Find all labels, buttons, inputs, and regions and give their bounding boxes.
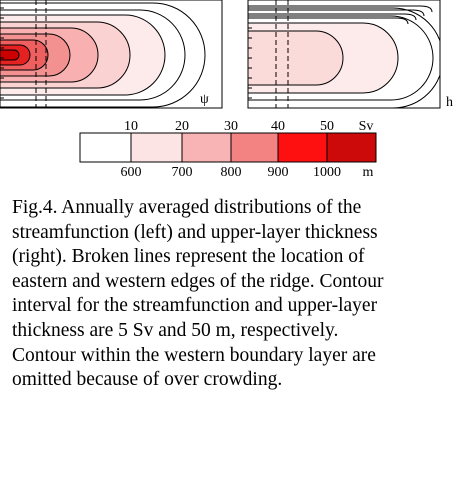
colorbar-label: 1000 (313, 165, 341, 180)
caption-line: Fig.4. Annually averaged distributions o… (12, 197, 362, 218)
caption-line: interval for the streamfunction and uppe… (12, 295, 378, 317)
contour (248, 30, 344, 86)
colorbar-label: 600 (121, 165, 142, 180)
figure: ψ h 10 20 30 40 50 Sv 600 700 800 900 1000 m (0, 0, 453, 180)
contour (248, 5, 433, 13)
colorbar-label: 20 (175, 119, 189, 134)
colorbar-label: 50 (320, 119, 334, 134)
colorbar-label: 900 (268, 165, 289, 180)
caption-line: thickness are 5 Sv and 50 m, respectivel… (12, 319, 339, 341)
panel-frame (247, 0, 441, 109)
caption-line: streamfunction (left) and upper-layer th… (12, 221, 378, 243)
contour (248, 13, 417, 21)
panel-label: ψ (200, 92, 209, 107)
contour (248, 9, 425, 17)
caption-line: eastern and western edges of the ridge. … (12, 270, 384, 292)
contour (248, 15, 434, 101)
colorbar-label: 800 (221, 165, 242, 180)
colorbar-label: 700 (172, 165, 193, 180)
caption-line: (right). Broken lines represent the loca… (12, 246, 365, 268)
streamfunction-panel (0, 0, 206, 108)
contour (0, 2, 206, 108)
colorbar-unit: m (363, 165, 374, 180)
colorbar-unit: Sv (359, 119, 374, 134)
colorbar: 10 20 30 40 50 Sv 600 700 800 900 1000 m (79, 119, 377, 180)
colorbar-label: 40 (271, 119, 285, 134)
contour (0, 9, 186, 101)
contour (248, 7, 440, 108)
panel-label: h (446, 95, 453, 110)
colorbar-label: 10 (124, 119, 138, 134)
thickness-panel (248, 0, 440, 108)
colorbar-label: 30 (224, 119, 238, 134)
caption-line: Contour within the western boundary laye… (12, 344, 376, 366)
contour (0, 49, 20, 61)
caption-line: omitted because of over crowding. (12, 369, 283, 391)
contour (248, 17, 409, 25)
caption: Fig.4. Annually averaged distributions o… (12, 196, 383, 393)
panel-frame (0, 0, 223, 109)
